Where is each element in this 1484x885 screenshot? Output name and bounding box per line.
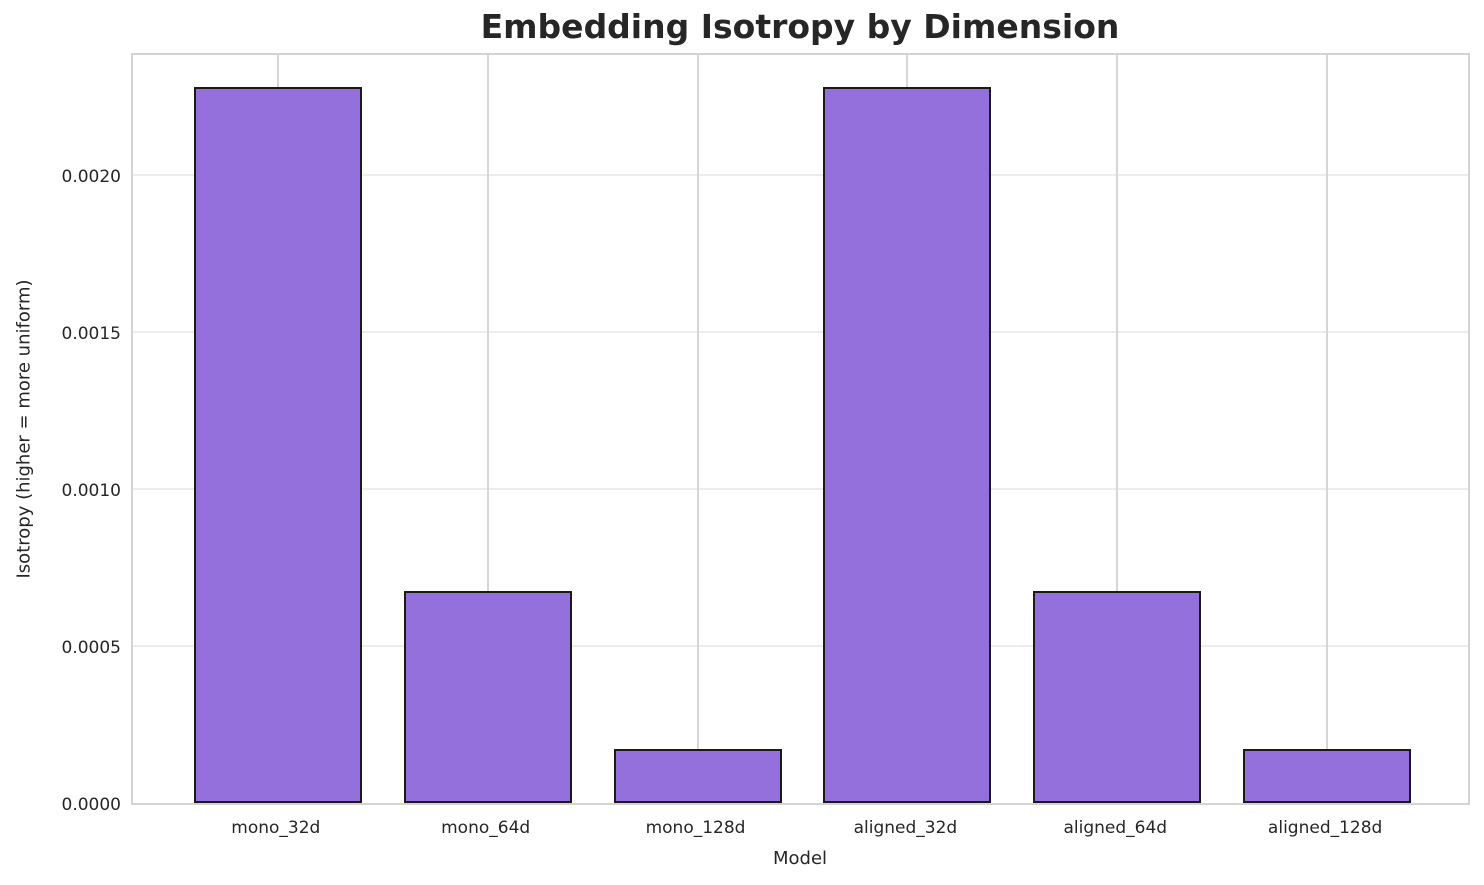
x-tick-label-mono_32d: mono_32d <box>231 818 321 838</box>
bar-aligned_64d <box>1033 591 1202 803</box>
x-axis-label: Model <box>772 848 828 869</box>
horizontal-gridline <box>133 487 1468 490</box>
vertical-gridline <box>486 55 489 803</box>
y-tick-label: 0.0000 <box>61 795 121 815</box>
bar-mono_64d <box>403 591 572 803</box>
chart-title: Embedding Isotropy by Dimension <box>480 7 1120 46</box>
x-tick-label-aligned_64d: aligned_64d <box>1063 818 1168 838</box>
plot-area <box>131 53 1470 805</box>
bar-mono_32d <box>193 86 362 803</box>
vertical-gridline <box>696 55 699 803</box>
y-tick-label: 0.0005 <box>61 637 121 658</box>
bar-aligned_32d <box>823 86 992 803</box>
y-tick-label: 0.0020 <box>61 166 121 187</box>
bar-mono_128d <box>613 748 782 803</box>
bar-aligned_128d <box>1243 748 1412 803</box>
horizontal-gridline <box>133 644 1468 647</box>
x-tick-label-aligned_32d: aligned_32d <box>853 818 958 838</box>
x-tick-label-aligned_128d: aligned_128d <box>1267 818 1383 838</box>
horizontal-gridline <box>133 173 1468 176</box>
horizontal-gridline <box>133 330 1468 333</box>
y-tick-label: 0.0015 <box>61 323 121 344</box>
y-tick-label: 0.0010 <box>61 480 121 501</box>
x-tick-label-mono_64d: mono_64d <box>441 818 531 838</box>
x-tick-label-mono_128d: mono_128d <box>645 818 746 838</box>
vertical-gridline <box>1116 55 1119 803</box>
vertical-gridline <box>1326 55 1329 803</box>
